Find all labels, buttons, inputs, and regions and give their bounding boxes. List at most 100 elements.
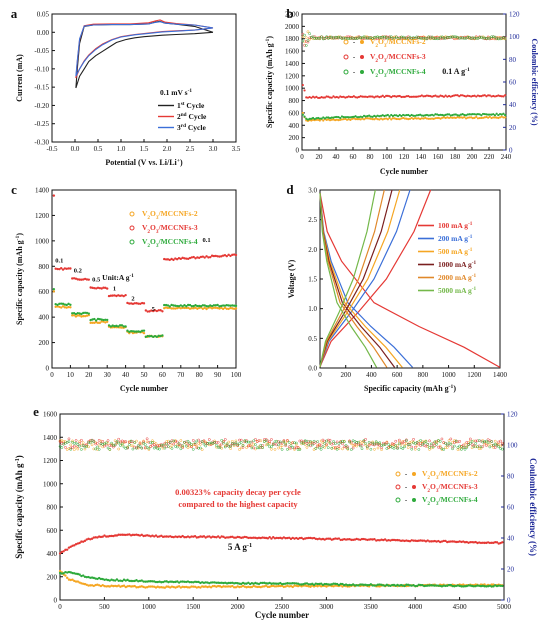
y-tick-label: 400 xyxy=(39,314,50,322)
rate-point xyxy=(111,294,114,297)
capacity-point xyxy=(412,539,415,542)
ce-point xyxy=(429,442,433,446)
ce-point xyxy=(463,447,467,451)
capacity-point xyxy=(268,536,271,539)
rate-point xyxy=(199,255,203,259)
ce-point xyxy=(470,440,474,443)
x-tick-label: 0 xyxy=(300,153,304,161)
capacity-point xyxy=(322,96,325,99)
ce-point xyxy=(58,439,62,443)
capacity-point xyxy=(140,533,143,537)
text-span: ) xyxy=(180,158,183,167)
ce-point xyxy=(302,442,305,445)
rate-point xyxy=(106,320,109,323)
capacity-point xyxy=(475,95,478,98)
ce-point xyxy=(310,443,314,447)
rate-point xyxy=(104,318,107,321)
capacity-point xyxy=(335,118,338,121)
ce-point xyxy=(62,441,65,445)
y-tick-label: 2.0 xyxy=(308,246,317,254)
capacity-point xyxy=(378,96,381,99)
capacity-point xyxy=(478,95,481,98)
ce-point xyxy=(270,445,273,448)
rate-point xyxy=(190,305,194,308)
capacity-point xyxy=(103,534,106,537)
text-span: 2 xyxy=(147,215,150,221)
capacity-point xyxy=(342,95,345,98)
panel-c-axes: 0 10 20 30 40 50 60 70 80 90 100020040060080010001… xyxy=(11,182,242,393)
capacity-point xyxy=(273,582,277,585)
legend-filled-marker xyxy=(360,70,364,74)
charge-curve xyxy=(319,189,376,367)
ce-point xyxy=(234,439,238,443)
capacity-point xyxy=(71,571,74,575)
capacity-point xyxy=(458,95,461,98)
x-tick-label: 1500 xyxy=(186,603,201,611)
capacity-point xyxy=(222,585,225,588)
capacity-point xyxy=(425,94,429,97)
ce-point xyxy=(393,36,396,40)
capacity-point xyxy=(81,540,85,543)
legend-label: V2O3/MCCNFs-2 xyxy=(370,37,426,49)
capacity-point xyxy=(480,95,483,98)
ce-point xyxy=(277,440,280,443)
legend-open-marker xyxy=(395,484,401,490)
ce-point xyxy=(386,35,390,39)
rate-point xyxy=(118,324,122,327)
capacity-point xyxy=(474,583,477,586)
rate-point xyxy=(194,303,197,307)
capacity-point xyxy=(71,578,74,581)
text-span: 2 xyxy=(177,112,181,121)
rate-point xyxy=(190,307,194,310)
capacity-point xyxy=(317,118,320,122)
ce-point xyxy=(378,36,381,39)
ce-point xyxy=(385,441,389,444)
capacity-point xyxy=(184,580,188,584)
capacity-point xyxy=(437,95,440,98)
capacity-point xyxy=(335,115,338,119)
capacity-point xyxy=(225,585,229,588)
capacity-point xyxy=(488,115,491,118)
rate-point xyxy=(85,311,89,315)
capacity-point xyxy=(415,114,418,117)
ce-point xyxy=(424,440,428,443)
rate-point xyxy=(104,321,107,324)
ce-point xyxy=(257,439,261,442)
capacity-point xyxy=(398,113,401,117)
ce-point xyxy=(503,36,507,40)
capacity-point xyxy=(428,540,431,543)
legend-label: 1000 mA g-1 xyxy=(438,260,476,269)
ce-point xyxy=(161,444,165,448)
capacity-point xyxy=(468,116,471,119)
text-span: ) xyxy=(14,455,24,458)
capacity-point xyxy=(412,95,415,98)
y-tick-label: 200 xyxy=(39,339,50,347)
ce-point xyxy=(142,441,145,445)
text-span: ) xyxy=(15,233,24,236)
capacity-point xyxy=(456,94,459,97)
rate-point xyxy=(198,306,201,310)
ce-point xyxy=(446,35,449,39)
rate-point xyxy=(196,304,199,308)
ce-point xyxy=(464,35,468,39)
ce-point xyxy=(90,443,94,447)
rate-point xyxy=(106,318,109,322)
capacity-point xyxy=(286,536,289,540)
capacity-point xyxy=(325,95,328,98)
rate-point xyxy=(133,330,136,333)
ce-point xyxy=(129,439,133,443)
capacity-point xyxy=(403,117,406,120)
capacity-point xyxy=(476,94,480,97)
ce-point xyxy=(456,37,459,40)
ce-point xyxy=(193,441,197,445)
y-tick-label: 800 xyxy=(47,504,58,512)
ce-point xyxy=(427,35,430,39)
ce-point xyxy=(490,35,493,39)
capacity-point xyxy=(447,113,451,116)
capacity-point xyxy=(69,545,72,548)
ce-point xyxy=(374,37,378,41)
ce-point xyxy=(170,443,174,447)
ce-point xyxy=(305,442,309,446)
capacity-point xyxy=(427,114,430,117)
ce-point xyxy=(490,37,493,40)
